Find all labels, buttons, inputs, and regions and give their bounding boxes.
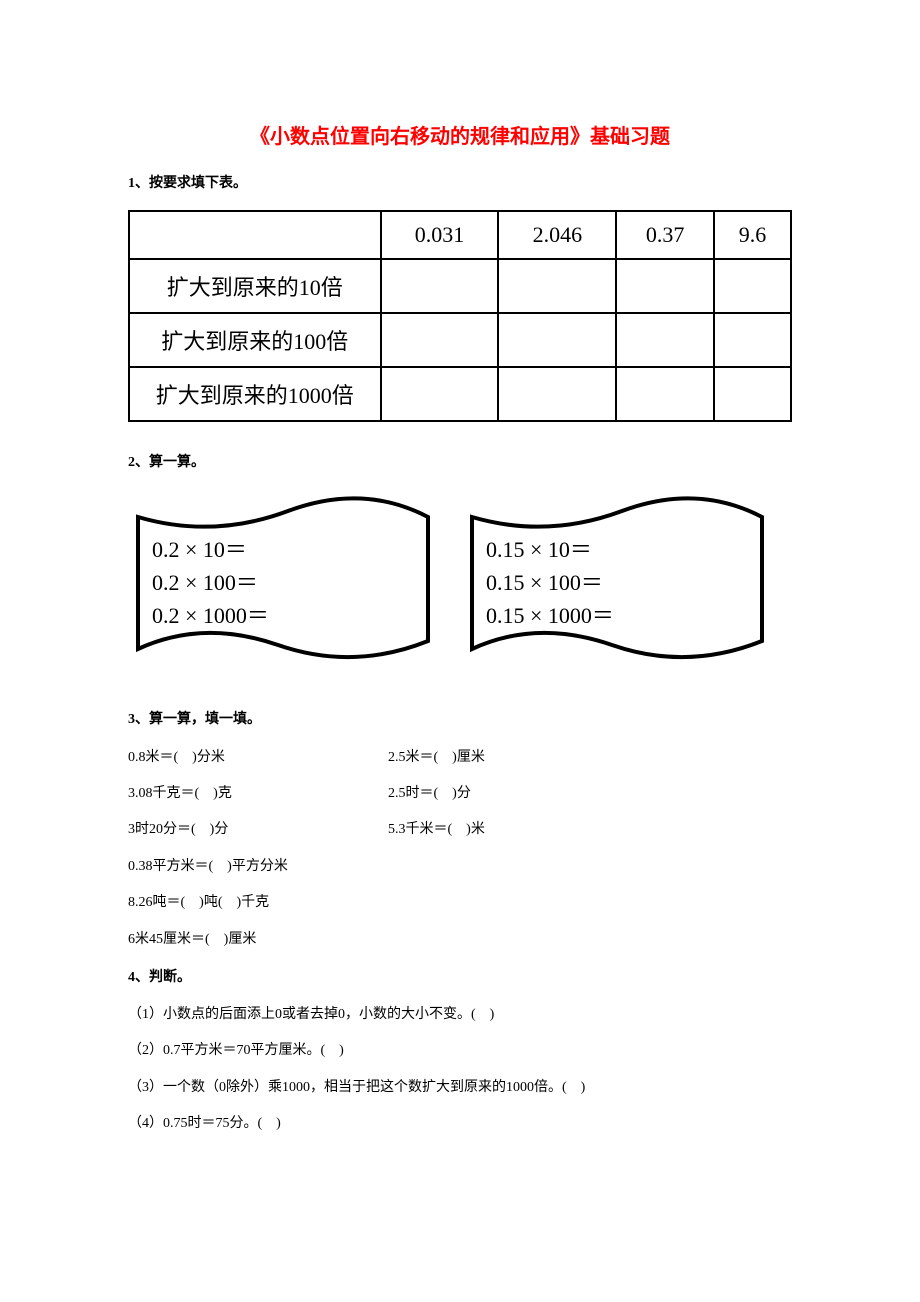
table-cell (714, 259, 791, 313)
table-header-cell: 0.37 (616, 211, 714, 259)
flag-a: 0.2 × 10＝ 0.2 × 100＝ 0.2 × 1000＝ (128, 489, 438, 669)
q1-header: 1、按要求填下表。 (128, 171, 792, 196)
row-label: 扩大到原来的10倍 (129, 259, 381, 313)
table-cell (498, 259, 616, 313)
table-cell (714, 313, 791, 367)
flag-b: 0.15 × 10＝ 0.15 × 100＝ 0.15 × 1000＝ (462, 489, 772, 669)
flag-row: 0.2 × 10＝ 0.2 × 100＝ 0.2 × 1000＝ 0.15 × … (128, 489, 792, 669)
q3-pair: 3.08千克＝( )克 2.5时＝( )分 (128, 783, 792, 805)
q3-left: 0.8米＝( )分米 (128, 747, 388, 769)
flag-line: 0.2 × 1000＝ (152, 599, 269, 632)
q3-right: 5.3千米＝( )米 (388, 819, 485, 841)
table-cell (381, 313, 499, 367)
q4-item: （3）一个数（0除外）乘1000，相当于把这个数扩大到原来的1000倍。( ) (128, 1077, 792, 1099)
q4-item: （2）0.7平方米＝70平方厘米。( ) (128, 1040, 792, 1062)
q3-left: 3.08千克＝( )克 (128, 783, 388, 805)
q4-item: （4）0.75时＝75分。( ) (128, 1113, 792, 1135)
q2-header: 2、算一算。 (128, 450, 792, 475)
q3-pair: 0.8米＝( )分米 2.5米＝( )厘米 (128, 747, 792, 769)
table-cell (381, 367, 499, 421)
table-cell (616, 367, 714, 421)
table-header-cell: 0.031 (381, 211, 499, 259)
table-cell (714, 367, 791, 421)
flag-line: 0.15 × 100＝ (486, 566, 614, 599)
table-header-cell: 2.046 (498, 211, 616, 259)
table-row: 扩大到原来的100倍 (129, 313, 791, 367)
table-cell (616, 313, 714, 367)
table-cell (498, 313, 616, 367)
q3-single: 6米45厘米＝( )厘米 (128, 929, 792, 951)
table-cell (498, 367, 616, 421)
flag-b-content: 0.15 × 10＝ 0.15 × 100＝ 0.15 × 1000＝ (486, 533, 614, 632)
worksheet-title: 《小数点位置向右移动的规律和应用》基础习题 (128, 120, 792, 149)
row-label: 扩大到原来的1000倍 (129, 367, 381, 421)
q3-single: 8.26吨＝( )吨( )千克 (128, 892, 792, 914)
row-label: 扩大到原来的100倍 (129, 313, 381, 367)
flag-line: 0.2 × 10＝ (152, 533, 269, 566)
table-cell (616, 259, 714, 313)
table-row: 扩大到原来的1000倍 (129, 367, 791, 421)
q4-item: （1）小数点的后面添上0或者去掉0，小数的大小不变。( ) (128, 1004, 792, 1026)
table-cell (381, 259, 499, 313)
table-header-row: 0.031 2.046 0.37 9.6 (129, 211, 791, 259)
q1-table: 0.031 2.046 0.37 9.6 扩大到原来的10倍 扩大到原来的100… (128, 210, 792, 422)
q3-right: 2.5米＝( )厘米 (388, 747, 485, 769)
q3-header: 3、算一算，填一填。 (128, 707, 792, 732)
q3-pair: 3时20分＝( )分 5.3千米＝( )米 (128, 819, 792, 841)
flag-line: 0.15 × 10＝ (486, 533, 614, 566)
q4-header: 4、判断。 (128, 965, 792, 990)
table-header-cell: 9.6 (714, 211, 791, 259)
q3-right: 2.5时＝( )分 (388, 783, 471, 805)
flag-line: 0.2 × 100＝ (152, 566, 269, 599)
table-header-cell (129, 211, 381, 259)
flag-line: 0.15 × 1000＝ (486, 599, 614, 632)
q3-left: 3时20分＝( )分 (128, 819, 388, 841)
q3-single: 0.38平方米＝( )平方分米 (128, 856, 792, 878)
flag-a-content: 0.2 × 10＝ 0.2 × 100＝ 0.2 × 1000＝ (152, 533, 269, 632)
table-row: 扩大到原来的10倍 (129, 259, 791, 313)
